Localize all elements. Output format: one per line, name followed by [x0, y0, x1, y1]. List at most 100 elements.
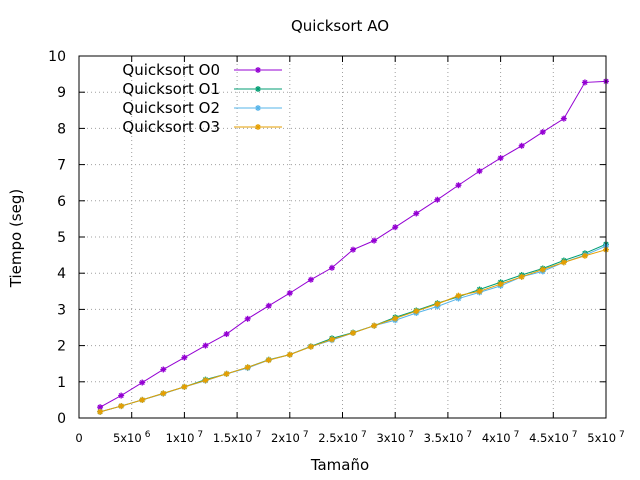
chart-title: Quicksort AO: [291, 17, 389, 35]
legend-label: Quicksort O1: [122, 80, 220, 98]
legend-label: Quicksort O2: [122, 99, 220, 117]
y-tick-label: 3: [57, 302, 66, 318]
legend-marker: [255, 67, 261, 73]
x-tick-base: 2x10: [271, 431, 300, 445]
x-tick-base: 5x10: [113, 431, 142, 445]
data-point: [265, 357, 272, 364]
data-point: [328, 264, 335, 271]
data-point: [392, 224, 399, 231]
data-point: [202, 377, 209, 384]
x-tick-exponent: 7: [619, 430, 625, 440]
data-point: [413, 210, 420, 217]
data-point: [286, 290, 293, 297]
y-tick-label: 6: [57, 194, 66, 210]
y-tick-label: 10: [48, 49, 66, 65]
data-point: [181, 354, 188, 361]
data-point: [497, 155, 504, 162]
legend-marker: [255, 105, 261, 111]
y-tick-label: 2: [57, 339, 66, 355]
y-tick-label: 7: [57, 158, 66, 174]
series-0: [97, 78, 609, 411]
data-point: [139, 396, 146, 403]
x-tick-label: 3x10 7: [376, 430, 414, 445]
grid: [79, 56, 606, 418]
x-tick-base: 3.5x10: [424, 431, 464, 445]
data-point: [518, 273, 525, 280]
data-point: [202, 342, 209, 349]
data-point: [497, 281, 504, 288]
x-tick-exponent: 7: [408, 430, 414, 440]
series-1: [97, 241, 609, 415]
data-point: [265, 302, 272, 309]
data-point: [539, 266, 546, 273]
y-tick-label: 1: [57, 375, 66, 391]
data-point: [392, 315, 399, 322]
y-tick-label: 8: [57, 121, 66, 137]
data-point: [350, 329, 357, 336]
x-tick-label: 4x10 7: [482, 430, 519, 445]
x-tick-base: 1.5x10: [213, 431, 253, 445]
data-point: [97, 408, 104, 415]
data-point: [476, 168, 483, 175]
data-point: [223, 370, 230, 377]
data-point: [307, 276, 314, 283]
data-point: [476, 288, 483, 295]
data-point: [244, 315, 251, 322]
data-point: [413, 308, 420, 315]
x-tick-base: 2.5x10: [318, 431, 358, 445]
y-tick-label: 5: [57, 230, 66, 246]
data-point: [328, 336, 335, 343]
x-tick-exponent: 7: [197, 430, 203, 440]
data-point: [223, 331, 230, 338]
data-point: [118, 403, 125, 410]
data-point: [160, 366, 167, 373]
x-tick-exponent: 7: [514, 430, 520, 440]
legend-label: Quicksort O0: [122, 61, 220, 79]
plot-area: [97, 78, 609, 415]
series-line: [99, 245, 607, 413]
data-point: [181, 383, 188, 390]
x-tick-label: 0: [75, 431, 82, 445]
legend-marker: [255, 86, 261, 92]
x-tick-base: 0: [75, 431, 82, 445]
data-point: [434, 196, 441, 203]
x-tick-base: 4.5x10: [529, 431, 569, 445]
data-point: [560, 259, 567, 266]
y-axis-label: Tiempo (seg): [7, 189, 25, 288]
x-tick-exponent: 7: [256, 430, 262, 440]
x-tick-exponent: 6: [145, 430, 151, 440]
data-point: [350, 246, 357, 253]
data-point: [539, 129, 546, 136]
data-point: [371, 322, 378, 329]
data-point: [286, 351, 293, 358]
data-point: [581, 79, 588, 86]
x-tick-exponent: 7: [466, 430, 472, 440]
x-tick-base: 4x10: [482, 431, 511, 445]
x-tick-label: 2x10 7: [271, 430, 309, 445]
y-tick-label: 9: [57, 85, 66, 101]
series-2: [97, 243, 609, 415]
data-point: [118, 392, 125, 399]
x-tick-label: 2.5x10 7: [318, 430, 366, 445]
data-point: [518, 142, 525, 149]
data-point: [160, 390, 167, 397]
x-tick-base: 5x10: [587, 431, 616, 445]
y-tick-label: 4: [57, 266, 66, 282]
x-tick-base: 1x10: [166, 431, 195, 445]
data-point: [455, 182, 462, 189]
x-tick-exponent: 7: [303, 430, 309, 440]
data-point: [371, 237, 378, 244]
x-tick-label: 3.5x10 7: [424, 430, 472, 445]
y-tick-label: 0: [57, 411, 66, 427]
data-point: [581, 252, 588, 259]
x-tick-exponent: 7: [572, 430, 578, 440]
x-tick-label: 5x10 6: [113, 430, 151, 445]
data-point: [244, 364, 251, 371]
x-tick-label: 5x10 7: [587, 430, 625, 445]
x-tick-exponent: 7: [361, 430, 367, 440]
x-tick-label: 1x10 7: [166, 430, 204, 445]
legend-marker: [255, 124, 261, 130]
